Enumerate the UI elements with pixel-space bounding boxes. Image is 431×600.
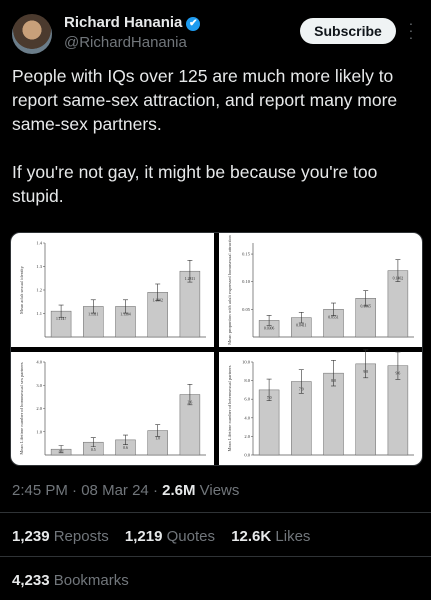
chart-tick-label: 4.0 [36, 360, 42, 365]
quotes-count: 1,219 [124, 528, 163, 545]
verified-badge-icon: ✔ [186, 17, 201, 31]
chart-tick-label: 0.0 [244, 453, 250, 458]
chart-panel-2: Mean proportion with adult expressed hom… [227, 235, 414, 345]
chart-tick-label: 2.0 [244, 434, 250, 439]
chart-data-label: 1.1311 [88, 312, 98, 316]
chart-data-label: 9.6 [396, 372, 401, 376]
panel-divider-horizontal [11, 347, 422, 352]
chart-tick-label: 1.1 [36, 311, 42, 316]
chart-data-label: 1.2811 [185, 277, 195, 281]
bookmarks-stat[interactable]: 4,233 Bookmarks [12, 572, 129, 589]
chart-data-label: 0.0551 [328, 315, 339, 319]
chart-tick-label: 10.0 [242, 360, 251, 365]
chart-ylabel: Mean Lifetime number of heterosexual par… [227, 365, 232, 451]
author-name[interactable]: Richard Hanania ✔ [64, 14, 201, 31]
likes-label: Likes [275, 528, 311, 545]
chart-data-label: 0.2 [59, 450, 64, 454]
bookmarks-label: Bookmarks [53, 572, 129, 589]
more-vertical-icon[interactable]: · · · [408, 15, 414, 45]
divider [0, 512, 431, 513]
chart-data-label: 0.1065 [360, 304, 371, 308]
chart-ylabel: Mean Lifetime number of homosexual sex p… [19, 362, 24, 454]
chart-data-label: 1.0 [155, 437, 160, 441]
tweet-header: Richard Hanania ✔ @RichardHanania Subscri… [0, 0, 431, 62]
bookmarks-count: 4,233 [12, 572, 50, 589]
quotes-label: Quotes [166, 528, 216, 545]
tweet-meta: 2:45 PM · 08 Mar 24 · 2.6M Views [12, 482, 239, 499]
reposts-count: 1,239 [12, 528, 50, 545]
subscribe-button[interactable]: Subscribe [300, 18, 396, 44]
chart-data-label: 7.9 [299, 388, 304, 392]
chart-tick-label: 2.0 [36, 406, 42, 411]
divider [0, 556, 431, 557]
chart-data-label: 0.5 [91, 448, 96, 452]
chart-data-label: 1.1147 [56, 317, 66, 321]
chart-tick-label: 1.4 [36, 241, 42, 246]
chart-tick-label: 1.0 [36, 429, 42, 434]
quotes-stat[interactable]: 1,219 Quotes [125, 528, 215, 545]
chart-panel-1: Mean adult sexual identity 1.4 1.3 1.2 1.1 1.… [19, 241, 206, 338]
reposts-label: Reposts [53, 528, 109, 545]
chart-panel-3: Mean Lifetime number of homosexual sex p… [19, 360, 206, 456]
views-label: Views [199, 482, 240, 499]
chart-tick-label: 4.0 [244, 415, 250, 420]
chart-ylabel: Mean proportion with adult expressed hom… [227, 235, 232, 345]
chart-tick-label: 8.0 [244, 378, 250, 383]
chart-data-label: 2.6 [188, 401, 193, 405]
chart-tick-label: 1.2 [36, 288, 42, 293]
chart-tick-label: 6.0 [244, 397, 250, 402]
avatar[interactable] [12, 14, 52, 54]
chart-ylabel: Mean adult sexual identity [19, 265, 24, 314]
chart-data-label: 1.1304 [120, 312, 131, 316]
meta-dot: · [152, 482, 163, 499]
chart-data-label: 7.0 [267, 396, 272, 400]
chart-tick-label: 0.10 [242, 279, 251, 284]
likes-count: 12.6K [231, 528, 272, 545]
author-name-text[interactable]: Richard Hanania [64, 14, 183, 31]
chart-data-label: 9.8 [363, 370, 368, 374]
chart-data-label: 0.6 [123, 446, 128, 450]
chart-data-label: 1.1902 [152, 298, 163, 302]
chart-data-label: 0.0306 [264, 326, 275, 330]
likes-stat[interactable]: 12.6K Likes [231, 528, 310, 545]
views-count: 2.6M [162, 482, 196, 499]
chart-panel-4: Mean Lifetime number of heterosexual par… [227, 349, 414, 458]
chart-data-label: 8.8 [331, 379, 336, 383]
author-handle[interactable]: @RichardHanania [64, 34, 187, 51]
chart-tick-label: 1.3 [36, 264, 42, 269]
chart-data-label: 0.0411 [296, 324, 306, 328]
tweet-text: People with IQs over 125 are much more l… [12, 66, 398, 206]
tweet-date[interactable]: 08 Mar 24 [81, 482, 149, 499]
chart-data-label: 0.1402 [393, 277, 404, 281]
engagement-stats: 1,239 Reposts 1,219 Quotes 12.6K Likes [12, 528, 322, 545]
tweet-time[interactable]: 2:45 PM [12, 482, 68, 499]
chart-tick-label: 0.15 [242, 252, 251, 257]
meta-dot: · [72, 482, 82, 499]
chart-tick-label: 0.05 [242, 307, 251, 312]
tweet-media[interactable]: Mean adult sexual identity 1.4 1.3 1.2 1.1 1.… [10, 232, 423, 466]
chart-tick-label: 3.0 [36, 383, 42, 388]
chart-grid: Mean adult sexual identity 1.4 1.3 1.2 1.1 1.… [11, 233, 422, 465]
reposts-stat[interactable]: 1,239 Reposts [12, 528, 109, 545]
